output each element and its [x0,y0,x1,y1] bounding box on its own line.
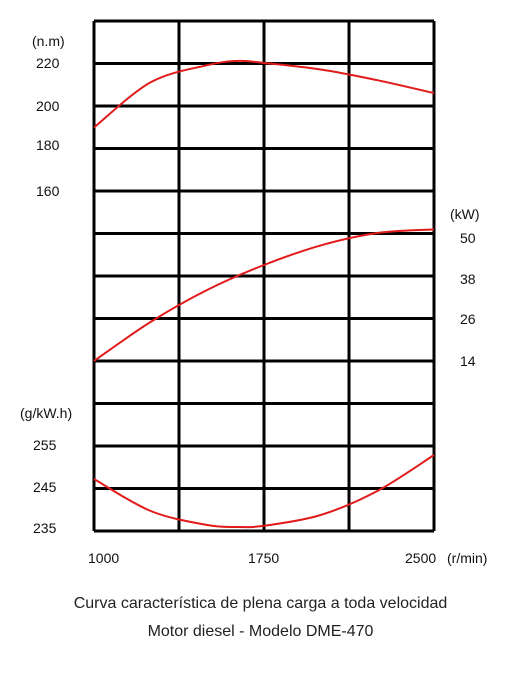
torque-unit-label: (n.m) [32,33,65,49]
torque-tick-220: 220 [36,55,60,71]
x-unit-label: (r/min) [447,550,487,566]
x-tick-2500: 2500 [405,550,436,566]
torque-tick-180: 180 [36,137,60,153]
fuel-tick-235: 235 [33,520,57,536]
power-tick-14: 14 [460,353,476,369]
power-tick-50: 50 [460,230,476,246]
fuel-tick-255: 255 [33,437,57,453]
chart-caption-line-1: Curva característica de plena carga a to… [73,595,448,612]
torque-tick-160: 160 [36,183,60,199]
chart-curves [93,59,435,529]
x-tick-1000: 1000 [88,550,119,566]
torque-tick-200: 200 [36,98,60,114]
power-tick-26: 26 [460,311,476,327]
chart-caption-line-2: Motor diesel - Modelo DME-470 [147,623,374,640]
torque-curve [93,59,435,129]
fuel-tick-245: 245 [33,479,57,495]
power-tick-38: 38 [460,271,476,287]
fuel-consumption-curve [93,454,435,529]
power-curve [93,228,435,362]
chart-grid [92,19,436,533]
fuel-unit-label: (g/kW.h) [20,405,72,421]
x-tick-1750: 1750 [248,550,279,566]
power-unit-label: (kW) [450,206,480,222]
